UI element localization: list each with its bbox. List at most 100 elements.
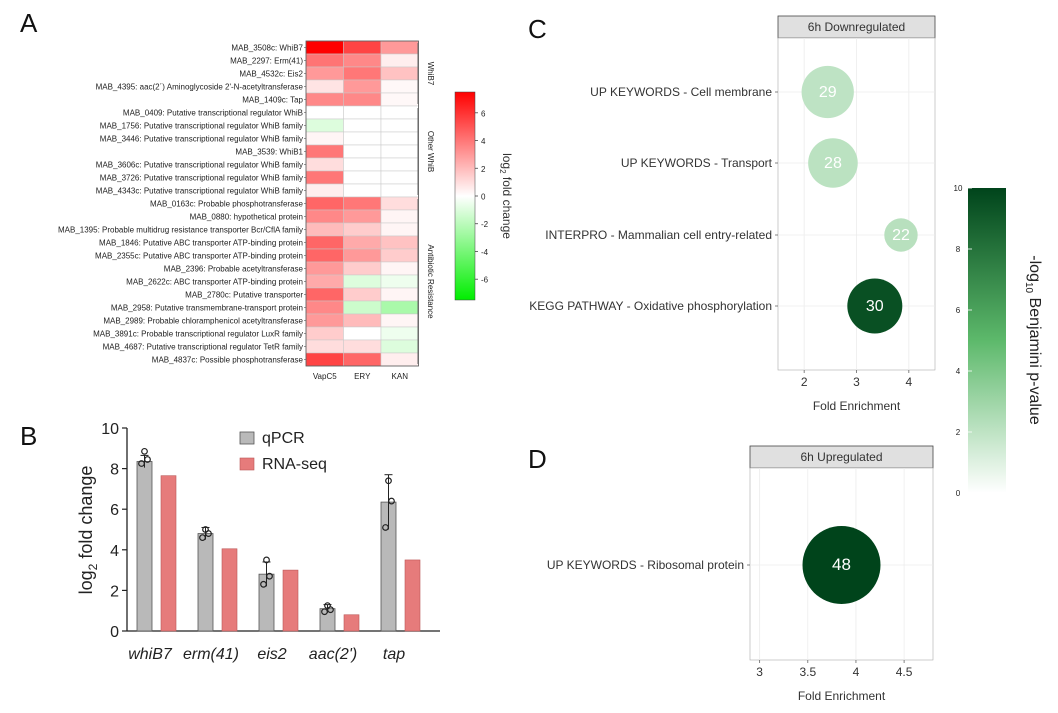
term-label: UP KEYWORDS - Cell membrane [590, 85, 772, 99]
heatmap-cell [343, 209, 382, 224]
heatmap-cell [380, 66, 419, 81]
heatmap-cell [305, 79, 344, 94]
panel-a-letter: A [20, 8, 38, 38]
heatmap-colorbar-title-sub: 2 [498, 169, 507, 174]
heatmap-cell [380, 287, 419, 302]
bar-y-axis-title: log2 fold change [76, 466, 100, 595]
bar-y-tick-label: 2 [110, 583, 119, 600]
heatmap-colorbar-tick-label: 0 [481, 193, 486, 202]
heatmap-cell [343, 248, 382, 263]
pvalue-colorbar-title-pre: -log [1026, 255, 1043, 282]
heatmap-cell [343, 170, 382, 185]
panel-b-letter: B [20, 421, 37, 451]
heatmap-cell [305, 196, 344, 211]
x-tick-label: 3 [756, 665, 763, 679]
bubble-count-label: 22 [892, 227, 910, 244]
bar-y-tick-label: 8 [110, 462, 119, 479]
heatmap-cell [305, 287, 344, 302]
heatmap-cell [343, 131, 382, 146]
bar-y-tick-label: 10 [101, 421, 119, 438]
legend-swatch-rnaseq [239, 457, 255, 471]
bar-replicate-point [385, 477, 392, 485]
heatmap-row-label: MAB_2355c: Putative ABC transporter ATP-… [95, 252, 303, 261]
heatmap-row-label: MAB_2989: Probable chloramphenicol acety… [103, 317, 303, 326]
heatmap-cell [343, 339, 382, 354]
bar-replicate-point [382, 524, 389, 531]
heatmap-row-label: MAB_2297: Erm(41) [230, 57, 303, 66]
heatmap-cell [380, 170, 419, 185]
x-tick-label: 3.5 [799, 665, 816, 679]
bar-qpcr [197, 533, 214, 632]
heatmap-cell [343, 66, 382, 81]
heatmap-group-label: WhiB7 [426, 62, 435, 86]
facet-strip-title: 6h Upregulated [800, 450, 882, 464]
heatmap-row-label: MAB_4343c: Putative transcriptional regu… [96, 187, 303, 196]
legend-label-qpcr: qPCR [262, 430, 305, 447]
heatmap-cell [343, 157, 382, 172]
heatmap-cell [305, 131, 344, 146]
heatmap-cell [380, 248, 419, 263]
heatmap-cell [343, 79, 382, 94]
heatmap-cell [380, 131, 419, 146]
bar-y-tick-label: 0 [110, 624, 119, 641]
heatmap-cell [305, 209, 344, 224]
heatmap-cell [380, 274, 419, 289]
bar-replicate-point [138, 460, 145, 467]
heatmap-cell [305, 144, 344, 159]
heatmap-cell [380, 222, 419, 237]
panel-c-letter: C [528, 14, 547, 44]
heatmap-cell [380, 118, 419, 133]
bar-category-label: aac(2') [309, 646, 357, 663]
pvalue-colorbar-tick-label: 8 [956, 245, 961, 254]
heatmap-row-label: MAB_1395: Probable multidrug resistance … [58, 226, 303, 235]
heatmap-colorbar-ticks: 6 4 2 0 -2 -4 -6 [475, 109, 489, 285]
bar-category-label: tap [383, 646, 405, 663]
bar-category-label: eis2 [257, 646, 286, 663]
heatmap-cell [380, 183, 419, 198]
pvalue-colorbar-title-post: Benjamini p-value [1026, 293, 1043, 425]
pvalue-colorbar-tick-label: 4 [956, 367, 961, 376]
heatmap-row-label: MAB_4532c: Eis2 [239, 70, 303, 79]
pvalue-colorbar-title: -log10 Benjamini p-value [1023, 255, 1043, 425]
heatmap-cell [305, 352, 344, 367]
heatmap-cell [380, 300, 419, 315]
bar-replicate-point [260, 580, 267, 588]
heatmap-cell [305, 274, 344, 289]
heatmap-cell [343, 92, 382, 107]
heatmap-cell [305, 222, 344, 237]
panel-d-letter: D [528, 444, 547, 474]
pvalue-colorbar-tick-label: 0 [956, 489, 961, 498]
heatmap-colorbar-tick-label: 6 [481, 109, 486, 118]
heatmap-cell [305, 40, 344, 55]
heatmap-cell [343, 261, 382, 276]
heatmap-cell [305, 170, 344, 185]
term-label: KEGG PATHWAY - Oxidative phosphorylation [529, 299, 772, 313]
heatmap-panel-a: MAB_3508c: WhiB7 MAB_2297: Erm(41) MAB_453… [58, 40, 435, 381]
bar-y-tick-label: 6 [110, 502, 119, 519]
heatmap-cell [380, 105, 419, 120]
heatmap-cell [343, 326, 382, 341]
heatmap-row-label: MAB_1756: Putative transcriptional regul… [100, 122, 303, 131]
bar-replicate-point [266, 572, 273, 580]
bar-replicate-point [141, 447, 148, 455]
bubble-count-label: 28 [824, 155, 842, 172]
heatmap-cell [305, 92, 344, 107]
x-tick-label: 2 [801, 375, 808, 389]
pvalue-colorbar-ticks: 10 8 6 4 2 0 [954, 184, 972, 498]
heatmap-cell [305, 248, 344, 263]
bar-replicate-point [321, 608, 328, 616]
heatmap-row-label: MAB_2958: Putative transmembrane-transpo… [111, 304, 303, 313]
heatmap-cell [343, 118, 382, 133]
bar-replicate-point [199, 534, 206, 542]
heatmap-cell [343, 287, 382, 302]
heatmap-cell [305, 183, 344, 198]
heatmap-row-label: MAB_4395: aac(2´) Aminoglycoside 2'-N-ac… [96, 83, 304, 92]
pvalue-colorbar-tick-label: 6 [956, 306, 961, 315]
heatmap-cell [380, 53, 419, 68]
x-tick-label: 4.5 [896, 665, 913, 679]
enrichment-bubble [808, 138, 858, 188]
bar-y-axis-title-pre: log [76, 570, 96, 594]
heatmap-cell [343, 313, 382, 328]
heatmap-cell [380, 157, 419, 172]
heatmap-row-label: MAB_4687: Putative transcriptional regul… [103, 343, 303, 352]
